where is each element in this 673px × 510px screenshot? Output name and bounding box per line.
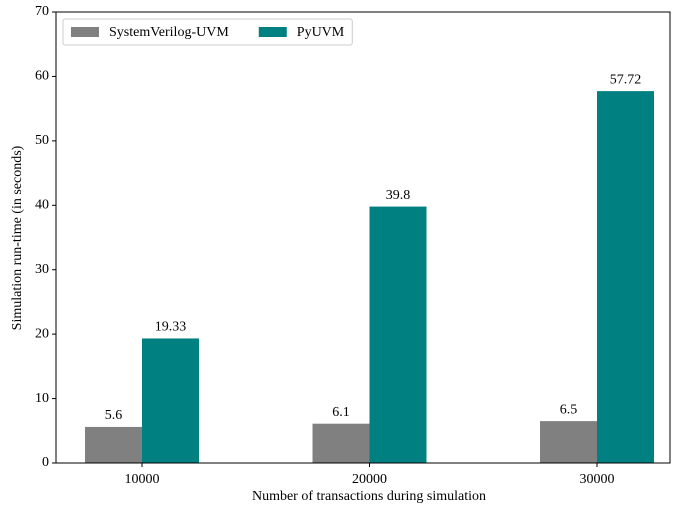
legend-swatch xyxy=(71,27,99,37)
y-tick-label: 70 xyxy=(35,4,49,19)
bar xyxy=(312,423,370,463)
x-tick-label: 30000 xyxy=(580,472,615,487)
legend-swatch xyxy=(258,27,287,37)
data-label: 6.5 xyxy=(560,402,578,417)
data-label: 39.8 xyxy=(386,188,411,203)
data-label: 19.33 xyxy=(155,320,187,335)
y-tick-label: 60 xyxy=(35,69,49,84)
data-label: 6.1 xyxy=(332,405,350,420)
bar xyxy=(540,421,597,463)
plot-frame xyxy=(55,11,671,464)
x-tick-label: 10000 xyxy=(125,472,160,487)
bar xyxy=(369,206,427,463)
y-tick-label: 10 xyxy=(35,391,49,406)
data-label: 5.6 xyxy=(105,408,123,423)
y-tick-label: 50 xyxy=(35,133,49,148)
data-label: 57.72 xyxy=(610,72,642,87)
y-tick-label: 40 xyxy=(35,198,49,213)
bar xyxy=(597,91,654,463)
legend-label: PyUVM xyxy=(297,25,345,40)
y-tick-label: 20 xyxy=(35,326,49,341)
bar xyxy=(85,426,142,463)
x-tick-label: 20000 xyxy=(352,472,387,487)
y-tick-label: 30 xyxy=(35,262,49,277)
legend-frame xyxy=(62,18,353,46)
x-axis-label: Number of transactions during simulation xyxy=(252,489,486,504)
legend: SystemVerilog-UVM PyUVM xyxy=(62,18,353,46)
legend-label: SystemVerilog-UVM xyxy=(109,25,229,40)
bar xyxy=(142,338,199,463)
y-tick-label: 0 xyxy=(42,455,49,470)
y-axis-label: Simulation run-time (in seconds) xyxy=(10,145,25,330)
